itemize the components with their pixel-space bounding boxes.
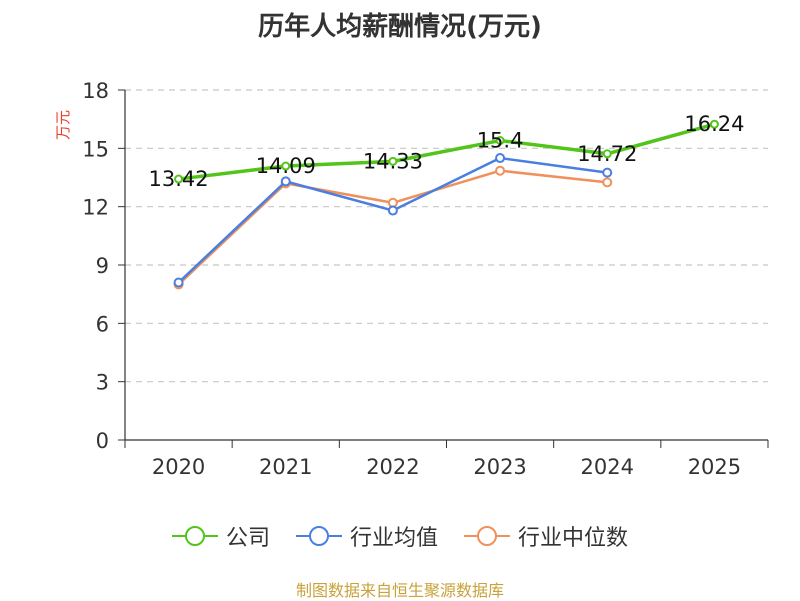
data-point bbox=[173, 277, 184, 288]
y-tick-label: 18 bbox=[82, 79, 109, 103]
data-label: 13.42 bbox=[149, 167, 209, 191]
x-tick-label: 2025 bbox=[688, 455, 741, 479]
data-point bbox=[281, 161, 291, 171]
data-label: 15.4 bbox=[477, 129, 524, 153]
series-line bbox=[178, 122, 715, 181]
source-footer: 制图数据来自恒生聚源数据库 bbox=[295, 581, 504, 600]
x-tick-label: 2022 bbox=[366, 455, 419, 479]
line-chart: 0 3 6 9 12 15 18 2020 2021 2022 2023 2024 2025 13.42 1… bbox=[82, 79, 769, 479]
chart-title: 历年人均薪酬情况(万元) bbox=[258, 12, 542, 42]
legend-item-industry-median[interactable]: 行业中位数 bbox=[464, 520, 628, 552]
legend-swatch-industry-median bbox=[464, 526, 510, 546]
x-tick-label: 2021 bbox=[259, 455, 312, 479]
legend-item-company[interactable]: 公司 bbox=[171, 520, 270, 552]
legend: 公司 行业均值 行业中位数 bbox=[0, 518, 800, 554]
data-point bbox=[387, 205, 398, 216]
data-point bbox=[388, 156, 398, 166]
data-label: 14.33 bbox=[363, 149, 423, 173]
y-tick-label: 6 bbox=[96, 312, 109, 336]
data-point bbox=[709, 119, 719, 129]
legend-label-company: 公司 bbox=[225, 526, 270, 551]
legend-swatch-company bbox=[171, 526, 218, 546]
data-point bbox=[495, 136, 505, 146]
data-point bbox=[495, 153, 506, 164]
data-point bbox=[495, 165, 506, 176]
x-tick-label: 2020 bbox=[152, 455, 205, 479]
legend-item-industry-mean[interactable]: 行业均值 bbox=[295, 520, 438, 552]
legend-label-industry-median: 行业中位数 bbox=[518, 526, 629, 551]
y-tick-label: 9 bbox=[96, 254, 109, 278]
y-tick-label: 3 bbox=[96, 371, 109, 395]
series-line bbox=[177, 156, 608, 284]
x-tick-label: 2024 bbox=[581, 455, 634, 479]
legend-swatch-industry-mean bbox=[295, 526, 342, 546]
series-line bbox=[177, 169, 608, 286]
legend-label-industry-mean: 行业均值 bbox=[349, 526, 438, 551]
y-tick-label: 15 bbox=[82, 137, 109, 161]
data-point bbox=[602, 177, 613, 188]
data-point bbox=[280, 176, 291, 187]
data-label: 14.09 bbox=[256, 154, 316, 178]
data-label: 16.24 bbox=[684, 112, 744, 136]
data-label: 14.72 bbox=[577, 142, 637, 166]
y-tick-label: 12 bbox=[82, 196, 109, 220]
data-point bbox=[174, 174, 184, 184]
data-point bbox=[602, 149, 612, 159]
y-tick-label: 0 bbox=[96, 429, 109, 453]
x-tick-label: 2023 bbox=[473, 455, 526, 479]
data-point bbox=[602, 167, 613, 178]
